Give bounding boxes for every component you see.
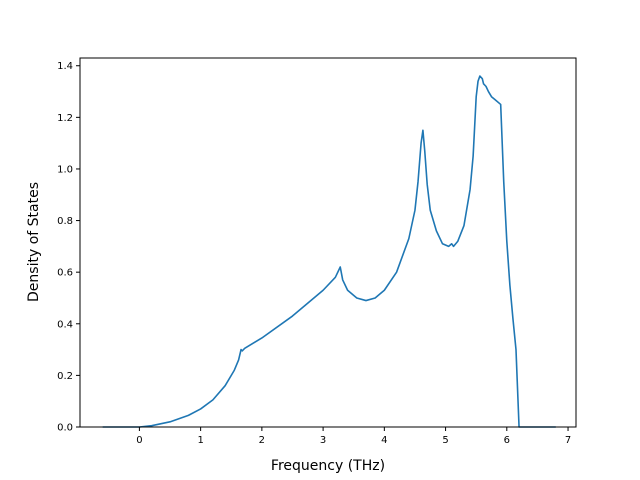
series-line-0 [102,75,556,428]
x-tick-label: 3 [320,435,326,446]
y-axis-ticks: 0.0 0.2 0.4 0.6 0.8 1.0 1.2 1.4 [57,61,80,434]
plot-frame [79,57,577,428]
data-marks [102,75,556,428]
x-tick-label: 4 [381,435,387,446]
x-tick-label: 2 [259,435,265,446]
x-tick-label: 0 [136,435,142,446]
y-tick-label: 0.0 [57,423,73,434]
y-tick-label: 0.2 [57,371,73,382]
x-tick-label: 1 [197,435,203,446]
x-axis-label: Frequency (THz) [271,458,385,474]
y-tick-label: 1.4 [57,61,73,72]
x-axis-ticks: 0 1 2 3 4 5 6 7 [136,427,571,446]
x-tick-label: 7 [565,435,571,446]
y-tick-label: 0.8 [57,216,73,227]
x-tick-label: 6 [504,435,510,446]
plot-area-background [80,58,576,427]
y-tick-label: 0.4 [57,319,73,330]
y-tick-label: 1.2 [57,113,73,124]
y-tick-label: 1.0 [57,164,73,175]
x-tick-label: 5 [442,435,448,446]
y-axis-label: Density of States [26,182,42,302]
y-tick-label: 0.6 [57,268,73,279]
